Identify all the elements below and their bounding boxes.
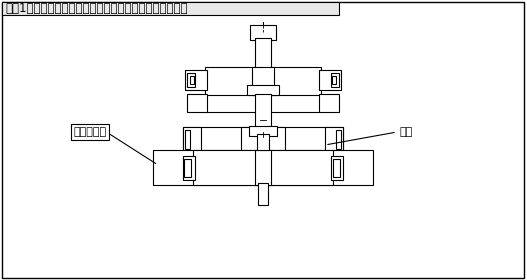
Bar — [333, 159, 340, 177]
Bar — [247, 85, 279, 95]
Bar — [255, 150, 271, 185]
Bar — [187, 73, 195, 87]
Bar — [205, 67, 321, 95]
Bar — [205, 94, 321, 112]
Bar — [190, 76, 194, 84]
Bar — [183, 156, 195, 180]
Bar — [249, 126, 277, 136]
Bar — [331, 156, 343, 180]
Bar — [184, 159, 191, 177]
Bar — [257, 134, 269, 150]
Text: 【図1】標準的なブランク抜き型（固定ストリッパ構造）: 【図1】標準的なブランク抜き型（固定ストリッパ構造） — [5, 2, 188, 15]
Bar — [183, 127, 201, 152]
Bar — [258, 183, 268, 205]
Bar — [187, 94, 207, 112]
Bar — [252, 67, 274, 95]
Bar — [250, 25, 276, 40]
Bar — [332, 76, 336, 84]
Text: ダイホルダ: ダイホルダ — [73, 127, 106, 137]
Bar — [185, 130, 190, 149]
Text: ダイ: ダイ — [400, 127, 413, 137]
Bar — [183, 127, 343, 152]
Bar — [336, 130, 341, 149]
Bar — [325, 127, 343, 152]
Bar — [185, 70, 207, 90]
Bar — [193, 150, 333, 185]
Bar — [331, 73, 339, 87]
Bar — [241, 127, 285, 152]
Bar — [255, 38, 271, 70]
Bar — [255, 94, 271, 132]
Bar — [2, 2, 339, 15]
Bar — [153, 150, 373, 185]
Bar — [319, 94, 339, 112]
Bar — [319, 70, 341, 90]
